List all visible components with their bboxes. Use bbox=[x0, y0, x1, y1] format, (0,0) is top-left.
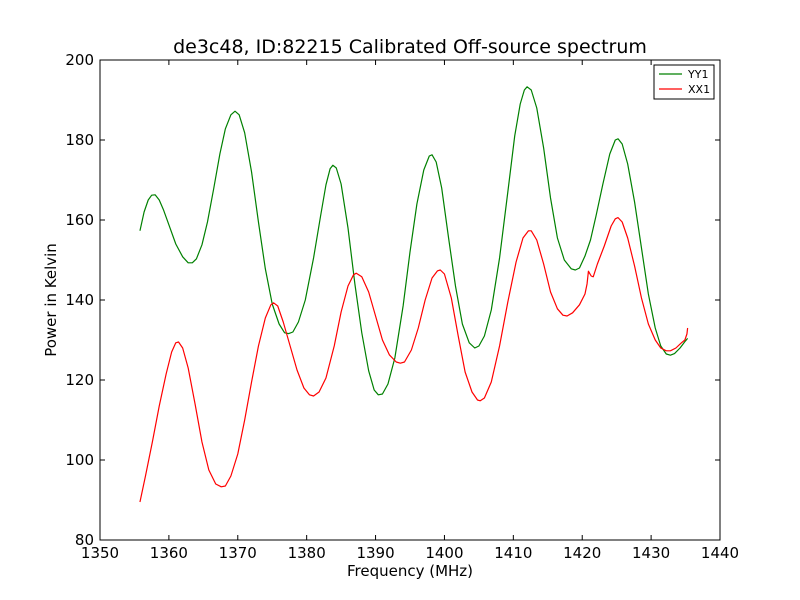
x-tick-label: 1400 bbox=[425, 544, 463, 562]
legend-box bbox=[653, 64, 715, 100]
y-axis-label: Power in Kelvin bbox=[42, 243, 60, 357]
y-tick-label: 120 bbox=[65, 371, 94, 389]
ticks-layer: 1350 1360 1370 1380 1390 1400 1410 1420 1430 1440… bbox=[65, 51, 739, 562]
y-tick-label: 80 bbox=[75, 531, 94, 549]
x-tick-label: 1360 bbox=[150, 544, 188, 562]
y-tick-label: 200 bbox=[65, 51, 94, 69]
x-tick-label: 1440 bbox=[701, 544, 739, 562]
series-line-yy1 bbox=[139, 86, 689, 396]
x-tick-label: 1420 bbox=[563, 544, 601, 562]
x-tick-label: 1350 bbox=[81, 544, 119, 562]
x-tick-label: 1410 bbox=[494, 544, 532, 562]
y-tick-label: 160 bbox=[65, 211, 94, 229]
legend-label-xx1: XX1 bbox=[688, 83, 710, 96]
chart-title: de3c48, ID:82215 Calibrated Off-source s… bbox=[173, 36, 647, 58]
x-tick-label: 1430 bbox=[632, 544, 670, 562]
y-tick-label: 140 bbox=[65, 291, 94, 309]
y-tick-label: 100 bbox=[65, 451, 94, 469]
x-tick-label: 1390 bbox=[356, 544, 394, 562]
series-layer bbox=[139, 86, 689, 503]
series-line-xx1 bbox=[139, 217, 689, 503]
x-tick-label: 1370 bbox=[219, 544, 257, 562]
x-tick-label: 1380 bbox=[288, 544, 326, 562]
x-axis-label: Frequency (MHz) bbox=[347, 562, 473, 580]
y-tick-label: 180 bbox=[65, 131, 94, 149]
legend-label-yy1: YY1 bbox=[687, 68, 708, 81]
plot-area bbox=[100, 60, 720, 540]
plot-background bbox=[100, 60, 720, 540]
